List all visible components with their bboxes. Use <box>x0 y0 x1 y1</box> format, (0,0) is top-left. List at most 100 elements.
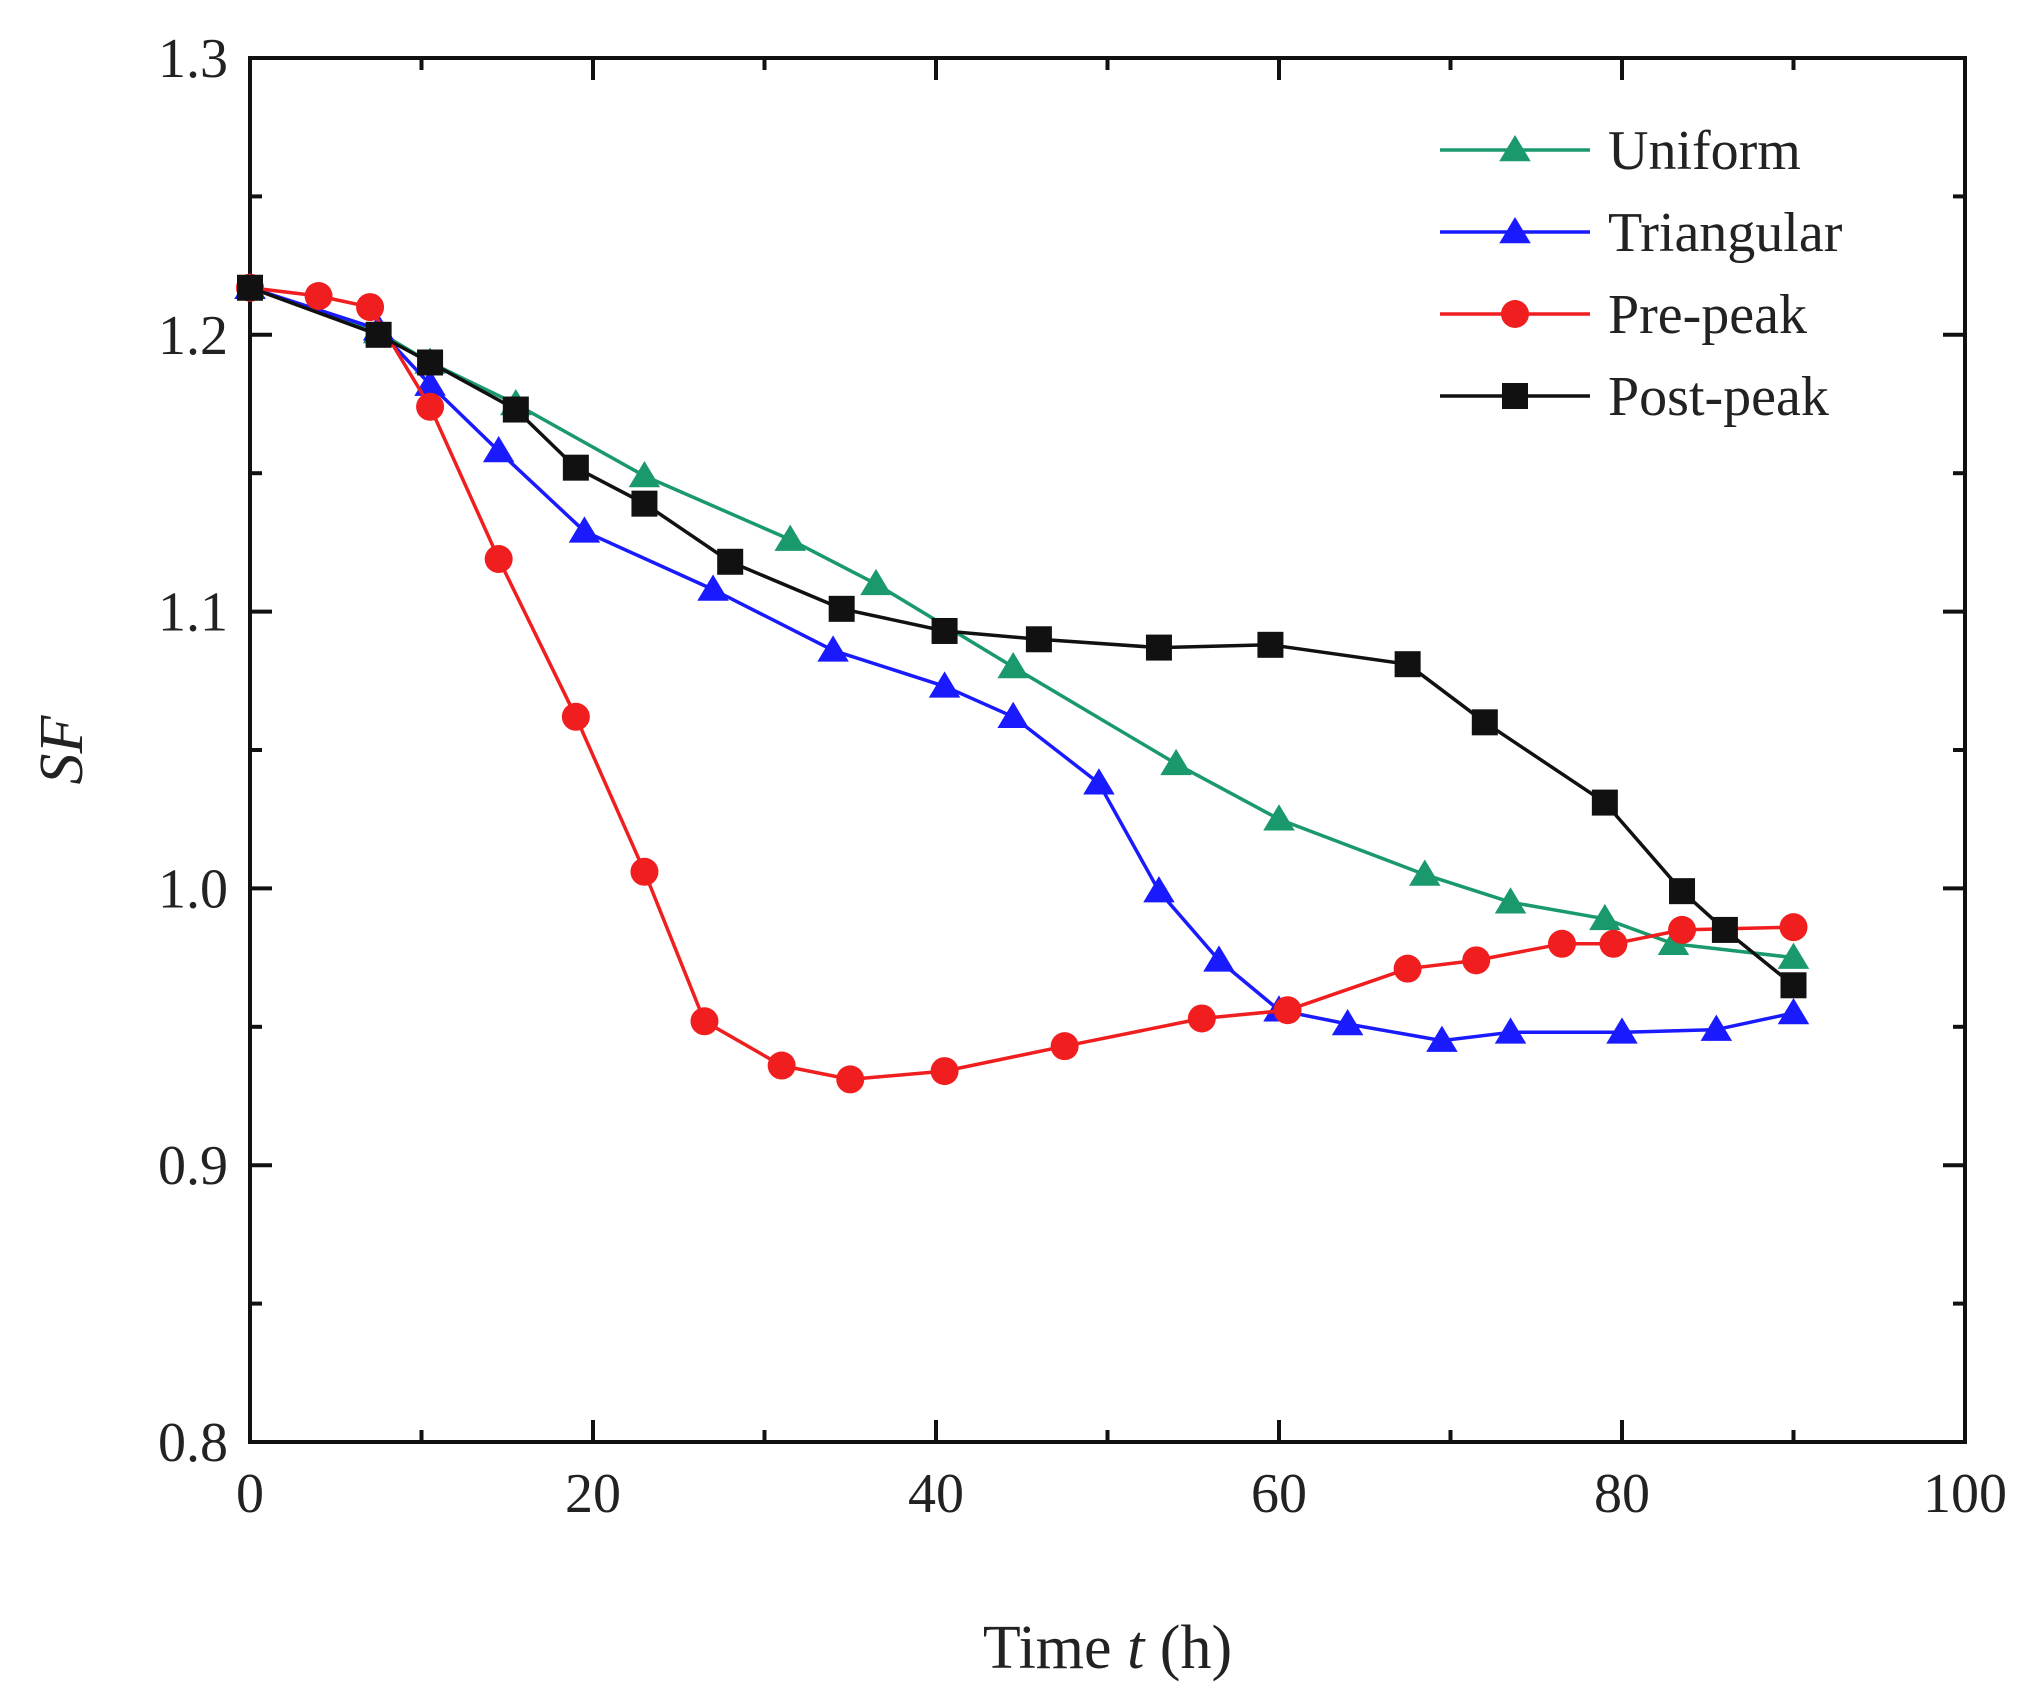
data-point-triangular <box>1426 1025 1458 1052</box>
data-point-uniform <box>628 460 661 488</box>
legend-marker-triangular <box>1499 217 1531 244</box>
x-tick-label: 100 <box>1923 1463 2007 1525</box>
data-point-pre-peak <box>356 293 385 322</box>
x-tick-label: 60 <box>1251 1463 1307 1525</box>
series-line-pre-peak <box>249 285 1794 1082</box>
x-tick-label: 20 <box>565 1463 621 1525</box>
x-tick-label: 0 <box>236 1463 264 1525</box>
data-point-pre-peak <box>1779 913 1808 942</box>
data-point-uniform <box>1777 942 1810 969</box>
axes: 0 20 40 60 80 100 0.8 0.9 1.0 1.1 1.2 1.3 Time t (h)… <box>28 28 2007 1682</box>
series-triangular <box>234 272 1810 1052</box>
data-point-post-peak <box>1669 878 1696 905</box>
data-point-triangular <box>414 369 446 396</box>
legend-marker-uniform <box>1499 135 1531 162</box>
data-point-post-peak <box>502 396 529 423</box>
data-point-post-peak <box>1780 972 1807 999</box>
y-tick-label: 0.9 <box>158 1135 228 1197</box>
data-point-pre-peak <box>630 857 659 886</box>
data-point-triangular <box>1606 1017 1638 1044</box>
data-point-post-peak <box>717 548 744 575</box>
legend-entry-pre-peak: Pre-peak <box>1440 284 1807 346</box>
data-point-triangular <box>1777 997 1810 1025</box>
data-point-triangular <box>1083 768 1115 795</box>
data-point-post-peak <box>237 274 263 301</box>
x-axis-title-unit: (h) <box>1160 1614 1232 1682</box>
data-point-post-peak <box>1394 651 1421 678</box>
y-tick-label: 0.8 <box>158 1412 228 1474</box>
data-point-pre-peak <box>836 1065 865 1094</box>
data-point-pre-peak <box>484 545 513 574</box>
data-point-pre-peak <box>930 1057 959 1086</box>
data-point-post-peak <box>828 595 855 622</box>
data-point-triangular <box>1494 1017 1527 1044</box>
data-point-post-peak <box>931 617 958 644</box>
legend-label-uniform: Uniform <box>1608 120 1801 182</box>
series-pre-peak <box>236 273 1808 1094</box>
data-point-triangular <box>1203 945 1235 972</box>
data-point-pre-peak <box>690 1007 719 1036</box>
data-point-triangular <box>817 635 849 662</box>
data-point-triangular <box>997 701 1029 729</box>
data-point-uniform <box>997 651 1029 679</box>
x-tick-label: 80 <box>1594 1463 1650 1525</box>
y-tick-label: 1.3 <box>158 28 228 90</box>
data-point-uniform <box>1494 887 1527 914</box>
data-point-pre-peak <box>1273 996 1302 1025</box>
legend-entry-post-peak: Post-peak <box>1440 366 1829 428</box>
data-point-uniform <box>1657 928 1690 956</box>
data-point-uniform <box>1409 859 1441 886</box>
data-point-post-peak <box>631 490 658 517</box>
data-point-triangular <box>1700 1014 1733 1041</box>
data-point-pre-peak <box>416 392 445 421</box>
data-point-post-peak <box>562 454 589 481</box>
series-post-peak <box>237 274 1807 999</box>
data-point-pre-peak <box>1050 1032 1079 1061</box>
x-tick-label: 40 <box>908 1463 964 1525</box>
x-axis-title-label: Time <box>983 1614 1112 1682</box>
data-point-post-peak <box>1471 709 1498 736</box>
legend-label-pre-peak: Pre-peak <box>1608 284 1807 346</box>
legend-marker-post-peak <box>1502 383 1528 409</box>
series-line-post-peak <box>249 286 1795 987</box>
x-axis-title: Time t (h) <box>983 1614 1232 1682</box>
data-point-uniform <box>774 524 806 551</box>
legend-entry-uniform: Uniform <box>1440 120 1801 182</box>
data-point-pre-peak <box>1599 929 1628 958</box>
data-point-post-peak <box>417 349 444 376</box>
data-point-pre-peak <box>767 1051 796 1080</box>
data-point-uniform <box>1160 748 1192 776</box>
y-tick-label: 1.1 <box>158 582 228 644</box>
y-axis-title: SF <box>28 714 96 784</box>
data-point-triangular <box>928 671 961 698</box>
legend-entry-triangular: Triangular <box>1440 202 1843 264</box>
legend: Uniform Triangular Pre-peak Post-peak <box>1440 120 1843 428</box>
data-point-uniform <box>860 568 892 596</box>
data-point-triangular <box>1143 876 1175 903</box>
data-point-pre-peak <box>561 702 590 731</box>
data-point-post-peak <box>365 321 392 348</box>
legend-label-triangular: Triangular <box>1608 202 1843 264</box>
data-point-pre-peak <box>1393 954 1422 983</box>
data-point-post-peak <box>1711 916 1738 943</box>
legend-label-post-peak: Post-peak <box>1608 366 1829 428</box>
data-point-uniform <box>1589 903 1621 931</box>
data-point-pre-peak <box>1547 929 1576 958</box>
data-point-pre-peak <box>1462 946 1491 975</box>
y-tick-label: 1.2 <box>158 305 228 367</box>
x-axis-title-variable: t <box>1127 1614 1146 1682</box>
data-point-post-peak <box>1257 631 1284 658</box>
data-point-post-peak <box>1145 634 1172 661</box>
legend-marker-pre-peak <box>1501 300 1529 328</box>
data-point-pre-peak <box>1187 1004 1216 1033</box>
data-point-post-peak <box>1591 789 1618 816</box>
data-point-post-peak <box>1025 626 1052 653</box>
y-tick-label: 1.0 <box>158 858 228 920</box>
data-point-pre-peak <box>304 282 333 311</box>
data-point-triangular <box>697 574 729 601</box>
data-point-triangular <box>482 436 515 463</box>
data-point-uniform <box>1263 804 1295 831</box>
data-point-triangular <box>568 516 601 543</box>
